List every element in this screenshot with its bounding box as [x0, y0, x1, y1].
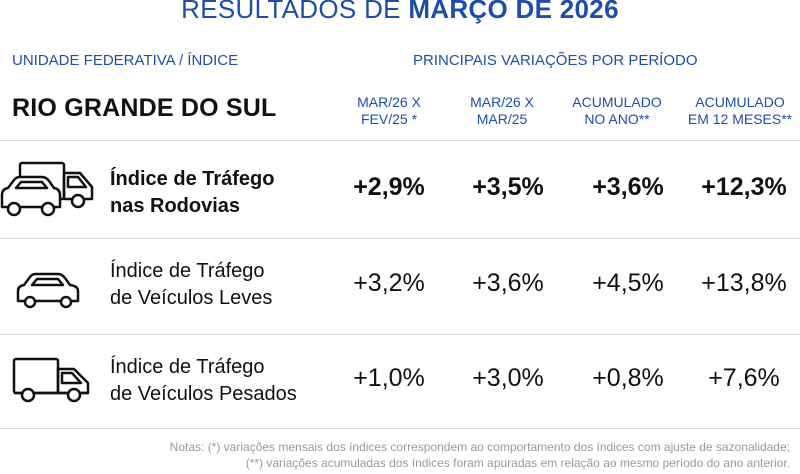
index-label-line: de Veículos Leves [110, 287, 273, 309]
value-cell: +3,6% [472, 269, 544, 297]
index-label-line: Índice de Tráfego [110, 168, 275, 190]
truck-and-car-icon [0, 155, 100, 225]
index-label-highways: Índice de Tráfego nas Rodovias [110, 166, 274, 220]
row-divider [0, 334, 800, 335]
page-title: RESULTADOS DE MARÇO DE 2026 [0, 0, 800, 25]
value-cell: +3,0% [472, 364, 544, 392]
truck-icon [0, 347, 100, 417]
value-cell: +3,2% [353, 269, 425, 297]
column-header-line: MAR/25 [476, 111, 528, 127]
index-label-line: Índice de Tráfego [110, 260, 265, 282]
index-label-line: de Veículos Pesados [110, 383, 297, 405]
column-header-ytd: ACUMULADO NO ANO** [557, 94, 677, 128]
column-header-line: EM 12 MESES** [687, 111, 793, 127]
row-divider [0, 140, 800, 141]
row-divider [0, 238, 800, 239]
column-header-line: ACUMULADO [695, 94, 785, 110]
column-header-line: FEV/25 * [360, 111, 418, 127]
page-title-period: MARÇO DE 2026 [408, 0, 619, 24]
column-header-yearly: MAR/26 X MAR/25 [442, 94, 562, 128]
index-label-light: Índice de Tráfego de Veículos Leves [110, 258, 272, 312]
value-cell: +3,6% [592, 173, 664, 201]
value-cell: +3,5% [472, 173, 544, 201]
column-header-monthly: MAR/26 X FEV/25 * [329, 94, 449, 128]
state-name: RIO GRANDE DO SUL [12, 94, 277, 122]
car-icon [0, 255, 100, 325]
value-cell: +1,0% [353, 364, 425, 392]
page-title-prefix: RESULTADOS DE [181, 0, 409, 24]
footnote-line: Notas: (*) variações mensais dos índices… [169, 440, 790, 454]
index-label-heavy: Índice de Tráfego de Veículos Pesados [110, 354, 297, 408]
value-cell: +4,5% [592, 269, 664, 297]
column-header-line: NO ANO** [584, 111, 650, 127]
federative-unit-header: UNIDADE FEDERATIVA / ÍNDICE [12, 52, 239, 69]
index-label-line: nas Rodovias [110, 195, 241, 217]
footnote-line: (**) variações acumuladas dos índices fo… [245, 456, 790, 470]
value-cell: +0,8% [592, 364, 664, 392]
column-header-line: ACUMULADO [572, 94, 662, 110]
index-label-line: Índice de Tráfego [110, 356, 265, 378]
footnotes: Notas: (*) variações mensais dos índices… [170, 439, 790, 471]
column-header-line: MAR/26 X [470, 94, 534, 110]
value-cell: +13,8% [701, 269, 787, 297]
column-header-line: MAR/26 X [357, 94, 421, 110]
value-cell: +12,3% [701, 173, 787, 201]
variations-header: PRINCIPAIS VARIAÇÕES POR PERÍODO [413, 52, 698, 69]
row-divider [0, 428, 800, 429]
value-cell: +7,6% [708, 364, 780, 392]
column-header-12m: ACUMULADO EM 12 MESES** [680, 94, 800, 128]
value-cell: +2,9% [353, 173, 425, 201]
